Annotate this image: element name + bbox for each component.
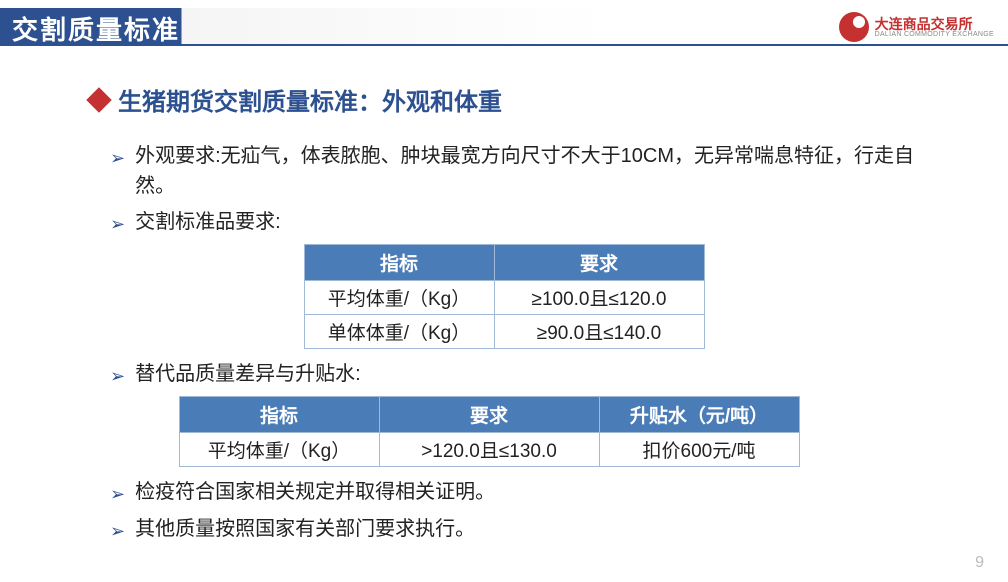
bullet-text: 外观要求:无疝气，体表脓胞、肿块最宽方向尺寸不大于10CM，无异常喘息特征，行走…	[135, 141, 938, 201]
bullet-text: 交割标准品要求:	[135, 207, 938, 237]
bullet-list: ➢ 检疫符合国家相关规定并取得相关证明。 ➢ 其他质量按照国家有关部门要求执行。	[70, 477, 938, 545]
td: 单体体重/（Kg）	[304, 315, 494, 349]
th-requirement: 要求	[379, 397, 599, 433]
arrow-icon: ➢	[110, 145, 125, 172]
td: 扣价600元/吨	[599, 433, 799, 467]
td: 平均体重/（Kg）	[304, 281, 494, 315]
slide-title: 交割质量标准	[12, 10, 180, 47]
th-indicator: 指标	[179, 397, 379, 433]
bullet-item: ➢ 检疫符合国家相关规定并取得相关证明。	[110, 477, 938, 508]
table-row: 平均体重/（Kg） >120.0且≤130.0 扣价600元/吨	[179, 433, 799, 467]
substitute-table-wrap: 指标 要求 升贴水（元/吨） 平均体重/（Kg） >120.0且≤130.0 扣…	[40, 396, 938, 467]
th-requirement: 要求	[494, 245, 704, 281]
main-heading-text: 生猪期货交割质量标准：外观和体重	[118, 82, 502, 117]
arrow-icon: ➢	[110, 363, 125, 390]
arrow-icon: ➢	[110, 211, 125, 238]
diamond-icon	[86, 87, 111, 112]
slide-header: 交割质量标准 大连商品交易所 DALIAN COMMODITY EXCHANGE	[0, 0, 1008, 52]
bullet-text: 替代品质量差异与升贴水:	[135, 359, 938, 389]
bullet-text: 检疫符合国家相关规定并取得相关证明。	[135, 477, 938, 507]
main-heading: 生猪期货交割质量标准：外观和体重	[90, 82, 938, 117]
td: 平均体重/（Kg）	[179, 433, 379, 467]
table-header-row: 指标 要求 升贴水（元/吨）	[179, 397, 799, 433]
bullet-text: 其他质量按照国家有关部门要求执行。	[135, 514, 938, 544]
bullet-list: ➢ 替代品质量差异与升贴水:	[70, 359, 938, 390]
bullet-item: ➢ 其他质量按照国家有关部门要求执行。	[110, 514, 938, 545]
slide-content: 生猪期货交割质量标准：外观和体重 ➢ 外观要求:无疝气，体表脓胞、肿块最宽方向尺…	[0, 52, 1008, 561]
td: ≥100.0且≤120.0	[494, 281, 704, 315]
standard-table: 指标 要求 平均体重/（Kg） ≥100.0且≤120.0 单体体重/（Kg） …	[304, 244, 705, 349]
table-row: 平均体重/（Kg） ≥100.0且≤120.0	[304, 281, 704, 315]
logo-name: 大连商品交易所	[875, 17, 994, 31]
table-row: 单体体重/（Kg） ≥90.0且≤140.0	[304, 315, 704, 349]
th-indicator: 指标	[304, 245, 494, 281]
th-premium: 升贴水（元/吨）	[599, 397, 799, 433]
logo-text-block: 大连商品交易所 DALIAN COMMODITY EXCHANGE	[875, 17, 994, 38]
arrow-icon: ➢	[110, 481, 125, 508]
swirl-icon	[839, 12, 869, 42]
standard-table-wrap: 指标 要求 平均体重/（Kg） ≥100.0且≤120.0 单体体重/（Kg） …	[70, 244, 938, 349]
bullet-item: ➢ 外观要求:无疝气，体表脓胞、肿块最宽方向尺寸不大于10CM，无异常喘息特征，…	[110, 141, 938, 201]
page-number: 9	[975, 554, 984, 572]
arrow-icon: ➢	[110, 518, 125, 545]
bullet-item: ➢ 替代品质量差异与升贴水:	[110, 359, 938, 390]
table-header-row: 指标 要求	[304, 245, 704, 281]
bullet-list: ➢ 外观要求:无疝气，体表脓胞、肿块最宽方向尺寸不大于10CM，无异常喘息特征，…	[70, 141, 938, 238]
bullet-item: ➢ 交割标准品要求:	[110, 207, 938, 238]
substitute-table: 指标 要求 升贴水（元/吨） 平均体重/（Kg） >120.0且≤130.0 扣…	[179, 396, 800, 467]
logo-subtitle: DALIAN COMMODITY EXCHANGE	[875, 31, 994, 38]
exchange-logo: 大连商品交易所 DALIAN COMMODITY EXCHANGE	[839, 12, 994, 42]
td: ≥90.0且≤140.0	[494, 315, 704, 349]
td: >120.0且≤130.0	[379, 433, 599, 467]
